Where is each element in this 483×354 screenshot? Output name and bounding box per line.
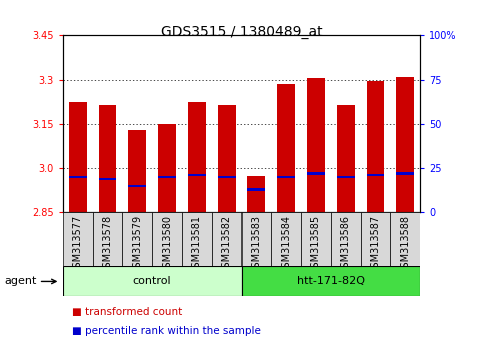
Bar [63, 212, 93, 266]
Bar [247, 188, 265, 190]
Bar [390, 212, 420, 266]
Text: GSM313588: GSM313588 [400, 215, 411, 274]
Text: GSM313578: GSM313578 [102, 215, 113, 274]
Text: GSM313586: GSM313586 [341, 215, 351, 274]
Text: ■ percentile rank within the sample: ■ percentile rank within the sample [72, 326, 261, 336]
Bar [331, 212, 361, 266]
Bar [188, 174, 206, 176]
Bar [247, 176, 265, 212]
Bar [93, 212, 122, 266]
Text: GSM313583: GSM313583 [251, 215, 261, 274]
Text: ■ transformed count: ■ transformed count [72, 307, 183, 316]
Bar [307, 172, 325, 175]
Text: GSM313584: GSM313584 [281, 215, 291, 274]
Bar [307, 78, 325, 212]
Text: GSM313585: GSM313585 [311, 215, 321, 274]
Bar [337, 176, 355, 178]
Bar [337, 105, 355, 212]
Bar [63, 266, 242, 296]
Bar [212, 212, 242, 266]
Bar [242, 212, 271, 266]
Bar [242, 266, 420, 296]
Bar [152, 212, 182, 266]
Bar [69, 102, 86, 212]
Text: GSM313577: GSM313577 [72, 215, 83, 274]
Bar [122, 212, 152, 266]
Bar [397, 172, 414, 175]
Bar [397, 77, 414, 212]
Bar [128, 130, 146, 212]
Bar [277, 176, 295, 178]
Text: GDS3515 / 1380489_at: GDS3515 / 1380489_at [161, 25, 322, 39]
Text: GSM313582: GSM313582 [222, 215, 232, 274]
Bar [367, 174, 384, 176]
Bar [218, 105, 236, 212]
Text: control: control [133, 275, 171, 286]
Bar [128, 185, 146, 187]
Bar [361, 212, 390, 266]
Text: GSM313580: GSM313580 [162, 215, 172, 274]
Bar [69, 176, 86, 178]
Bar [158, 176, 176, 178]
Bar [182, 212, 212, 266]
Bar [277, 84, 295, 212]
Bar [218, 176, 236, 178]
Bar [367, 81, 384, 212]
Text: GSM313587: GSM313587 [370, 215, 381, 274]
Text: GSM313579: GSM313579 [132, 215, 142, 274]
Bar [99, 178, 116, 180]
Text: agent: agent [5, 276, 37, 286]
Bar [301, 212, 331, 266]
Bar [99, 105, 116, 212]
Bar [271, 212, 301, 266]
Text: GSM313581: GSM313581 [192, 215, 202, 274]
Bar [158, 124, 176, 212]
Bar [188, 102, 206, 212]
Text: htt-171-82Q: htt-171-82Q [297, 275, 365, 286]
